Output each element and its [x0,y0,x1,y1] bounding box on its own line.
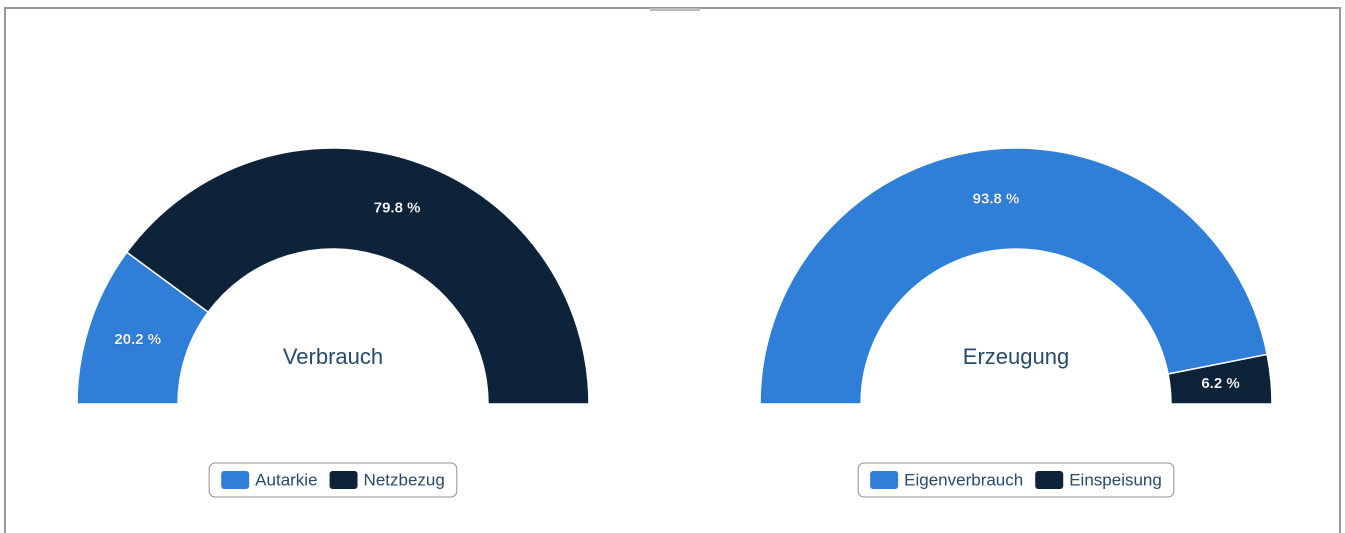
data-label: 6.2 % [1201,375,1239,392]
data-label: 20.2 % [114,331,161,348]
legend-label: Eigenverbrauch [904,470,1023,489]
data-label: 79.8 % [374,200,421,217]
data-label: 93.8 % [973,190,1020,207]
legend-box [857,462,1175,498]
legend-label: Einspeisung [1069,470,1162,489]
slice [1167,353,1273,405]
legend: Autarkie Netzbezug [208,462,458,498]
slice [759,147,1269,405]
legend-label: Netzbezug [364,470,445,489]
legend-label: Autarkie [255,470,317,489]
legend: Eigenverbrauch Einspeisung [857,462,1175,498]
legend-swatch [221,471,250,489]
chart-title: Verbrauch [283,344,383,369]
panel-handle [650,8,700,11]
slice [125,147,590,405]
chart-title: Erzeugung [963,344,1069,369]
legend-swatch [1035,471,1064,489]
legend-swatch [329,471,358,489]
legend-swatch [870,471,899,489]
